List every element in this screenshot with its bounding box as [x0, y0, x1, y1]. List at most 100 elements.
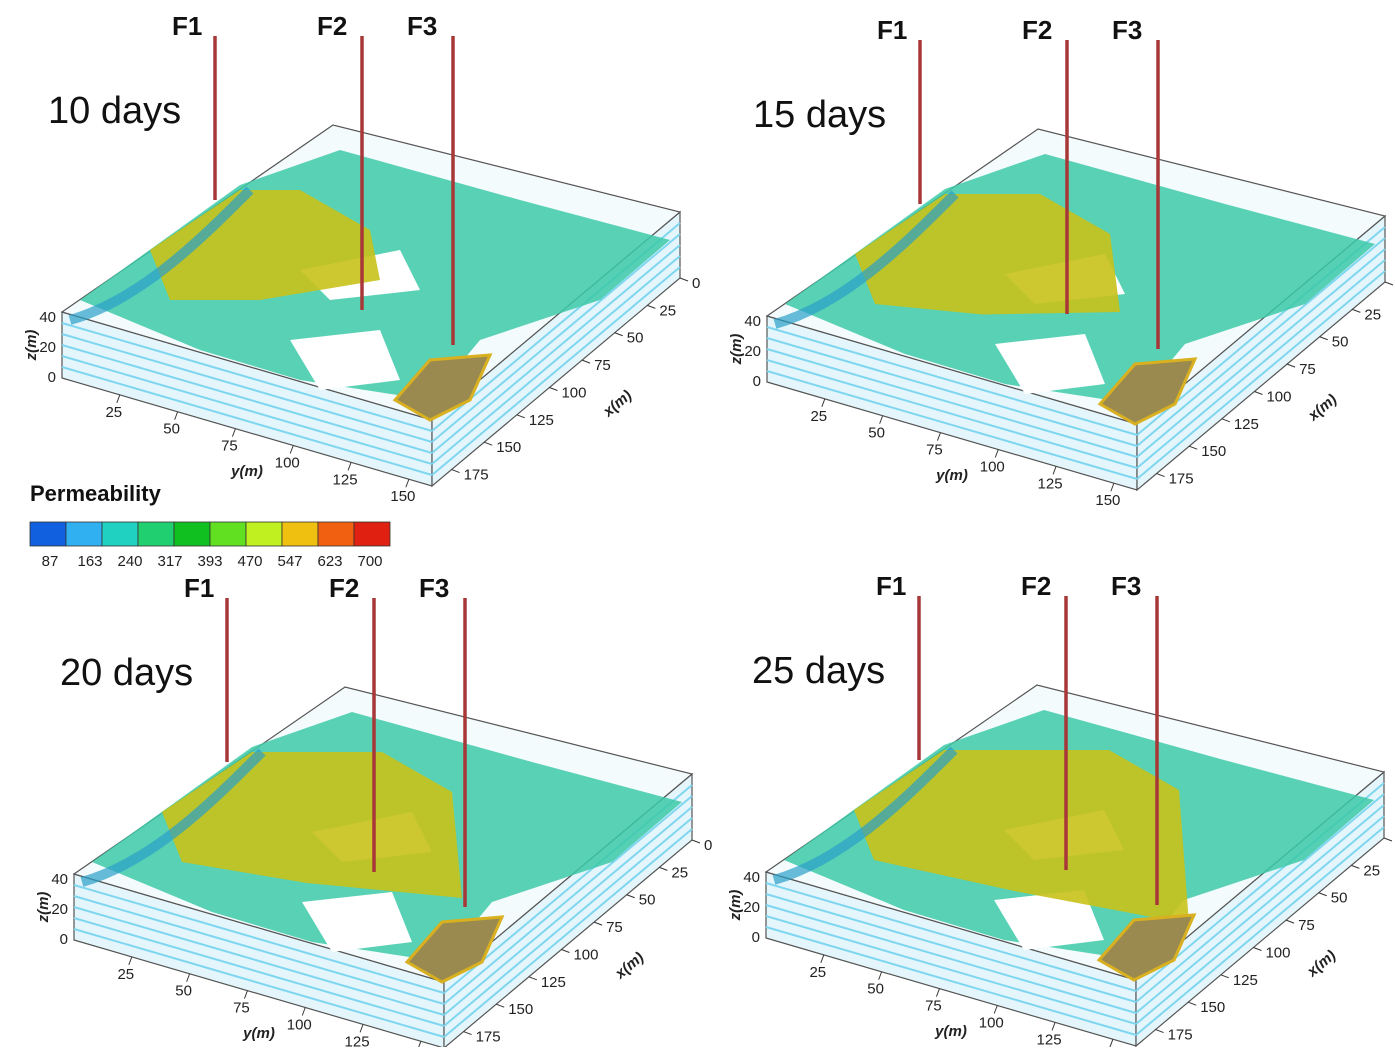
y-tick [231, 428, 236, 437]
x-tick-label: 175 [1168, 1027, 1193, 1044]
y-tick [243, 990, 248, 999]
x-tick [679, 277, 689, 282]
x-tick [1253, 947, 1262, 951]
y-tick-label: 75 [221, 438, 238, 455]
y-tick-label: 25 [105, 404, 122, 421]
y-tick [186, 973, 191, 982]
y-tick [993, 1005, 998, 1014]
y-tick-label: 25 [117, 966, 134, 983]
yellow-zone [854, 750, 1189, 924]
x-tick-label: 25 [671, 864, 688, 881]
z-tick-label: 0 [48, 369, 56, 386]
z-tick-label: 20 [39, 339, 56, 356]
layer-line [1135, 804, 1385, 1014]
panel: F1 F2 F3 10 days 0 20 40 z(m) 25 50 75 100 125 150 y(m… [23, 11, 700, 505]
y-tick-label: 50 [867, 981, 884, 998]
colorbar-tick-label: 240 [117, 553, 142, 570]
y-tick [128, 956, 133, 966]
x-tick-label: 50 [627, 330, 644, 347]
x-tick [516, 414, 526, 419]
well-label: F3 [419, 573, 449, 603]
x-tick-label: 150 [1201, 443, 1226, 460]
y-tick-label: 50 [163, 421, 180, 438]
well-label: F1 [876, 571, 906, 601]
channel [80, 748, 266, 887]
x-tick [1351, 864, 1360, 869]
colorbar-tick-label: 700 [357, 553, 382, 570]
y-tick-label: 50 [175, 983, 192, 1000]
x-tick-label: 50 [1332, 334, 1349, 351]
colorbar-swatch [65, 521, 103, 547]
layer-line [765, 915, 1137, 1025]
colorbar-swatch [317, 521, 355, 547]
y-tick [1051, 1022, 1056, 1031]
x-tick-label: 150 [1200, 999, 1225, 1016]
brown-zone [404, 915, 505, 984]
channel [68, 186, 254, 325]
x-tick [1285, 919, 1295, 924]
y-tick-label: 125 [345, 1033, 370, 1047]
y-tick-label: 50 [868, 425, 885, 442]
x-tick-label: 75 [606, 919, 623, 936]
colorbar-swatch [353, 521, 391, 547]
x-tick [1156, 473, 1165, 478]
y-tick-label: 75 [233, 1000, 250, 1017]
channel [772, 746, 958, 885]
x-tick-label: 175 [464, 467, 489, 484]
y-tick-label: 25 [810, 408, 827, 425]
x-tick [484, 441, 493, 446]
z-axis-label: z(m) [728, 334, 745, 366]
y-tick [289, 445, 294, 454]
x-tick-label: 0 [692, 275, 700, 292]
yellow-zone [162, 752, 462, 898]
brown-zone [1096, 913, 1197, 982]
x-tick [549, 387, 558, 391]
x-tick [463, 1031, 472, 1036]
y-tick-label: 100 [275, 454, 300, 471]
layer-line [431, 266, 681, 476]
z-axis-label: z(m) [727, 890, 744, 922]
x-tick [1384, 281, 1394, 286]
x-tick-label: 125 [1234, 416, 1259, 433]
z-tick-label: 20 [51, 901, 68, 918]
x-tick-label: 150 [496, 439, 521, 456]
layer-line [73, 928, 445, 1038]
panel-title: 15 days [753, 94, 886, 136]
layer-line [1135, 793, 1385, 1003]
layer-line [443, 795, 693, 1005]
z-axis-label: z(m) [35, 892, 52, 924]
layer-line [765, 882, 1137, 992]
y-tick [1109, 1039, 1114, 1048]
colorbar-swatch [173, 521, 211, 547]
white-gap [302, 892, 412, 952]
panel-title: 10 days [48, 90, 181, 132]
y-tick-label: 100 [979, 1014, 1004, 1031]
z-tick-label: 0 [752, 929, 760, 946]
channel [773, 190, 959, 329]
layer-line [765, 893, 1137, 1003]
well-label: F2 [1021, 571, 1051, 601]
x-tick [1318, 892, 1327, 897]
well-label: F3 [1111, 571, 1141, 601]
x-tick [581, 359, 591, 364]
colorbar-swatch [137, 521, 175, 547]
well-label: F1 [172, 11, 202, 41]
layer-line [431, 244, 681, 454]
x-tick [1383, 837, 1393, 842]
layer-line [61, 355, 433, 465]
y-tick-label: 75 [925, 998, 942, 1015]
well-label: F2 [317, 11, 347, 41]
panel: F1 F2 F3 20 days 0 20 40 z(m) 25 50 75 100 125 150 y(m… [35, 573, 712, 1052]
layer-line [443, 806, 693, 1016]
x-tick-label: 125 [541, 974, 566, 991]
layer-line [61, 344, 433, 454]
y-tick-label: 150 [1095, 492, 1120, 509]
layer-line [431, 255, 681, 465]
panel: F1 F2 F3 25 days 0 20 40 z(m) 25 50 75 100 125 150 y(m… [727, 571, 1393, 1052]
layer-line [1136, 237, 1386, 447]
x-tick [593, 921, 603, 926]
x-tick-label: 75 [1299, 361, 1316, 378]
well-label: F3 [1112, 15, 1142, 45]
layer-line [765, 904, 1137, 1014]
z-tick-label: 40 [39, 309, 56, 326]
